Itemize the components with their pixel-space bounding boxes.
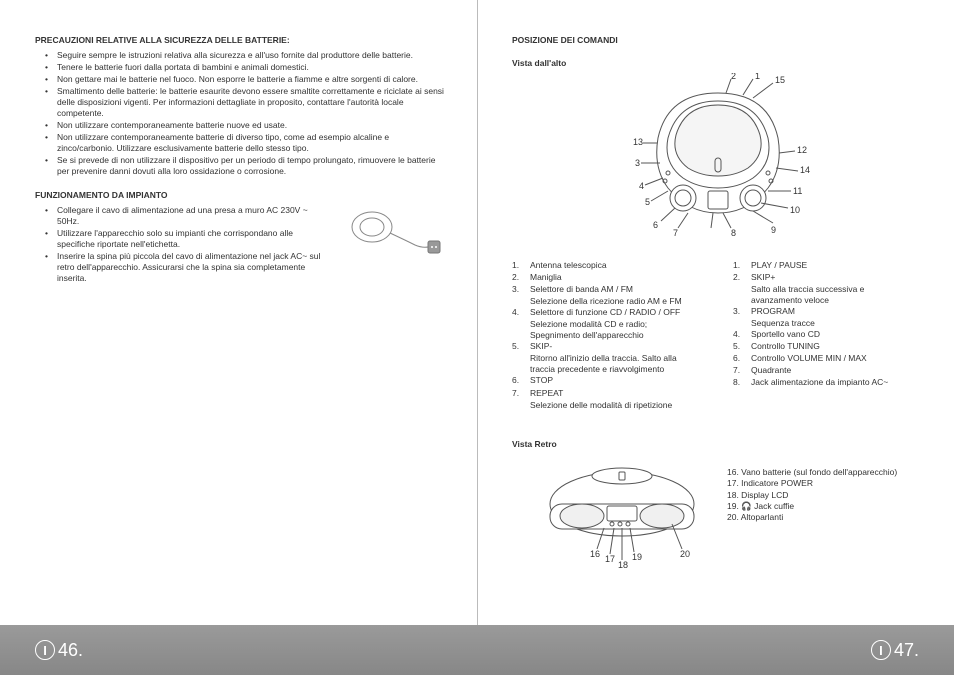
svg-text:19: 19 xyxy=(632,552,642,562)
legend-sub: Selezione modalità CD e radio; xyxy=(512,319,703,330)
svg-text:17: 17 xyxy=(605,554,615,564)
svg-text:15: 15 xyxy=(775,75,785,85)
page-divider xyxy=(477,0,478,625)
svg-text:3: 3 xyxy=(635,158,640,168)
legend-sub: Selezione delle modalità di ripetizione xyxy=(512,400,703,411)
legend-item: 1.Antenna telescopica xyxy=(512,260,703,271)
page-marker-icon: I xyxy=(871,640,891,660)
legend-item: 5.SKIP- xyxy=(512,341,703,352)
legend-col-left: 1.Antenna telescopica2.Maniglia3.Seletto… xyxy=(512,260,703,411)
legend-item: 3.PROGRAM xyxy=(733,306,924,317)
legend-sub: Salto alla traccia successiva e xyxy=(733,284,924,295)
svg-text:13: 13 xyxy=(633,137,643,147)
funzionamento-row: Collegare il cavo di alimentazione ad un… xyxy=(35,205,447,296)
bullet: Inserire la spina più piccola del cavo d… xyxy=(45,251,332,284)
footer: I 46. I 47. xyxy=(0,625,954,675)
page-right: POSIZIONE DEI COMANDI Vista dall'alto xyxy=(477,0,954,625)
bullet: Non gettare mai le batterie nel fuoco. N… xyxy=(45,74,447,85)
legend-sub: Ritorno all'inizio della traccia. Salto … xyxy=(512,353,703,364)
footer-left: I 46. xyxy=(0,625,477,675)
bullet: Non utilizzare contemporaneamente batter… xyxy=(45,132,447,154)
subheading-vista-retro: Vista Retro xyxy=(512,439,924,449)
bullets-precauzioni: Seguire sempre le istruzioni relativa al… xyxy=(35,50,447,178)
bullet: Tenere le batterie fuori dalla portata d… xyxy=(45,62,447,73)
heading-posizione: POSIZIONE DEI COMANDI xyxy=(512,35,924,45)
rear-item: 17. Indicatore POWER xyxy=(727,478,897,489)
legend-item: 4.Selettore di funzione CD / RADIO / OFF xyxy=(512,307,703,318)
subheading-vista-alto: Vista dall'alto xyxy=(512,58,924,68)
rear-item: 16. Vano batterie (sul fondo dell'appare… xyxy=(727,467,897,478)
legend-sub: Sequenza tracce xyxy=(733,318,924,329)
legend-item: 1.PLAY / PAUSE xyxy=(733,260,924,271)
rear-row: 16 17 18 19 20 16. Vano batterie (sul fo… xyxy=(512,449,924,571)
legend-sub: traccia precedente e riavvolgimento xyxy=(512,364,703,375)
page-number-right: 47. xyxy=(894,640,919,661)
legend-item: 6.Controllo VOLUME MIN / MAX xyxy=(733,353,924,364)
legend-item: 7.REPEAT xyxy=(512,388,703,399)
bullet: Seguire sempre le istruzioni relativa al… xyxy=(45,50,447,61)
legend-item: 2.SKIP+ xyxy=(733,272,924,283)
legend-item: 5.Controllo TUNING xyxy=(733,341,924,352)
bullets-funzionamento: Collegare il cavo di alimentazione ad un… xyxy=(35,205,332,284)
page-marker-icon: I xyxy=(35,640,55,660)
bullet: Non utilizzare contemporaneamente batter… xyxy=(45,120,447,131)
svg-text:12: 12 xyxy=(797,145,807,155)
svg-text:9: 9 xyxy=(771,225,776,235)
funz-text: Collegare il cavo di alimentazione ad un… xyxy=(35,205,332,296)
svg-text:4: 4 xyxy=(639,181,644,191)
svg-text:2: 2 xyxy=(731,73,736,81)
svg-text:6: 6 xyxy=(653,220,658,230)
legend-item: 2.Maniglia xyxy=(512,272,703,283)
page-number-left: 46. xyxy=(58,640,83,661)
legend-columns: 1.Antenna telescopica2.Maniglia3.Seletto… xyxy=(512,260,924,411)
device-rear-diagram: 16 17 18 19 20 xyxy=(542,454,702,571)
rear-item: 19. 🎧 Jack cuffie xyxy=(727,501,897,512)
plug-illustration xyxy=(347,205,447,296)
svg-text:1: 1 xyxy=(755,73,760,81)
legend-col-right: 1.PLAY / PAUSE2.SKIP+Salto alla traccia … xyxy=(733,260,924,411)
footer-right: I 47. xyxy=(477,625,954,675)
device-top-diagram: 2 1 15 13 3 4 5 6 7 12 14 11 10 9 8 xyxy=(613,73,823,245)
rear-item: 20. Altoparlanti xyxy=(727,512,897,523)
svg-text:8: 8 xyxy=(731,228,736,238)
bullet: Collegare il cavo di alimentazione ad un… xyxy=(45,205,332,227)
bullet: Se si prevede di non utilizzare il dispo… xyxy=(45,155,447,177)
legend-sub: avanzamento veloce xyxy=(733,295,924,306)
rear-item: 18. Display LCD xyxy=(727,490,897,501)
bullet: Utilizzare l'apparecchio solo su impiant… xyxy=(45,228,332,250)
svg-text:14: 14 xyxy=(800,165,810,175)
legend-sub: Spegnimento dell'apparecchio xyxy=(512,330,703,341)
heading-precauzioni: PRECAUZIONI RELATIVE ALLA SICUREZZA DELL… xyxy=(35,35,447,45)
legend-sub: Selezione della ricezione radio AM e FM xyxy=(512,296,703,307)
svg-text:7: 7 xyxy=(673,228,678,238)
svg-text:20: 20 xyxy=(680,549,690,559)
svg-text:11: 11 xyxy=(793,186,802,196)
rear-legend: 16. Vano batterie (sul fondo dell'appare… xyxy=(727,449,897,524)
bullet: Smaltimento delle batterie: le batterie … xyxy=(45,86,447,119)
svg-text:5: 5 xyxy=(645,197,650,207)
page-left: PRECAUZIONI RELATIVE ALLA SICUREZZA DELL… xyxy=(0,0,477,625)
legend-item: 4.Sportello vano CD xyxy=(733,329,924,340)
legend-item: 7.Quadrante xyxy=(733,365,924,376)
legend-item: 6.STOP xyxy=(512,375,703,386)
heading-funzionamento: FUNZIONAMENTO DA IMPIANTO xyxy=(35,190,447,200)
svg-text:10: 10 xyxy=(790,205,800,215)
svg-text:16: 16 xyxy=(590,549,600,559)
legend-item: 8.Jack alimentazione da impianto AC~ xyxy=(733,377,924,388)
legend-item: 3.Selettore di banda AM / FM xyxy=(512,284,703,295)
svg-text:18: 18 xyxy=(618,560,628,569)
